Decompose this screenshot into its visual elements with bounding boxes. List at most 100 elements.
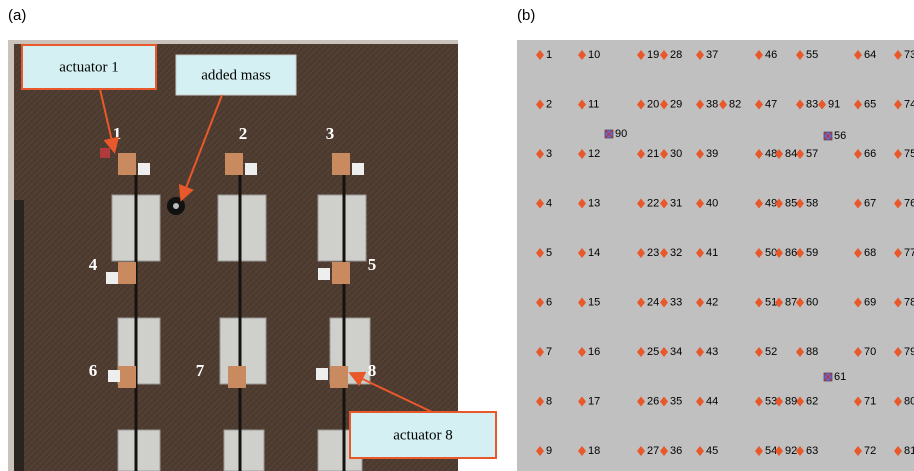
point-label: 61 (834, 371, 846, 383)
point-label: 55 (806, 49, 818, 61)
point-label: 45 (706, 445, 718, 457)
point-label: 70 (864, 346, 876, 358)
point-label: 62 (806, 395, 818, 407)
point-label: 41 (706, 247, 718, 259)
point-label: 33 (670, 296, 682, 308)
point-label: 21 (647, 148, 659, 160)
point-label: 64 (864, 49, 876, 61)
actuator-number: 7 (196, 361, 205, 380)
point-label: 46 (765, 49, 777, 61)
point-label: 85 (785, 197, 797, 209)
callout-text: added mass (201, 67, 271, 83)
point-label: 13 (588, 197, 600, 209)
point-label: 63 (806, 445, 818, 457)
point-label: 39 (706, 148, 718, 160)
point-label: 77 (904, 247, 914, 259)
point-label: 66 (864, 148, 876, 160)
point-label: 59 (806, 247, 818, 259)
point-label: 25 (647, 346, 659, 358)
point-label: 17 (588, 395, 600, 407)
point-label: 29 (670, 98, 682, 110)
point-label: 60 (806, 296, 818, 308)
point-label: 83 (806, 98, 818, 110)
point-label: 9 (546, 445, 552, 457)
point-label: 69 (864, 296, 876, 308)
point-label: 11 (588, 98, 599, 110)
point-label: 4 (546, 197, 552, 209)
point-label: 65 (864, 98, 876, 110)
point-label: 73 (904, 49, 914, 61)
point-label: 37 (706, 49, 718, 61)
actuator-number: 5 (368, 255, 377, 274)
point-label: 19 (647, 49, 659, 61)
point-label: 86 (785, 247, 797, 259)
point-label: 12 (588, 148, 600, 160)
point-label: 6 (546, 296, 552, 308)
point-label: 20 (647, 98, 659, 110)
point-label: 57 (806, 148, 818, 160)
point-label: 34 (670, 346, 682, 358)
point-label: 36 (670, 445, 682, 457)
point-label: 42 (706, 296, 718, 308)
point-label: 35 (670, 395, 682, 407)
point-label: 26 (647, 395, 659, 407)
point-label: 18 (588, 445, 600, 457)
point-label: 71 (864, 395, 876, 407)
point-label: 68 (864, 247, 876, 259)
actuator-number: 3 (326, 124, 335, 143)
point-label: 81 (904, 445, 914, 457)
point-label: 52 (765, 346, 777, 358)
point-label: 32 (670, 247, 682, 259)
point-label: 82 (729, 98, 741, 110)
point-label: 67 (864, 197, 876, 209)
point-label: 84 (785, 148, 797, 160)
point-label: 87 (785, 296, 797, 308)
callout-text: actuator 8 (393, 427, 453, 443)
point-label: 43 (706, 346, 718, 358)
point-label: 23 (647, 247, 659, 259)
point-label: 2 (546, 98, 552, 110)
point-label: 31 (670, 197, 682, 209)
callout-text: actuator 1 (59, 59, 119, 75)
point-label: 24 (647, 296, 659, 308)
point-label: 15 (588, 296, 600, 308)
point-label: 56 (834, 130, 846, 142)
point-label: 44 (706, 395, 718, 407)
panel-label: (a) (8, 7, 26, 24)
point-label: 47 (765, 98, 777, 110)
point-label: 90 (615, 128, 627, 140)
point-label: 75 (904, 148, 914, 160)
point-label: 76 (904, 197, 914, 209)
point-label: 58 (806, 197, 818, 209)
point-label: 30 (670, 148, 682, 160)
point-label: 38 (706, 98, 718, 110)
point-label: 1 (546, 49, 552, 61)
point-label: 72 (864, 445, 876, 457)
point-label: 92 (785, 445, 797, 457)
point-label: 28 (670, 49, 682, 61)
point-label: 74 (904, 98, 914, 110)
point-label: 16 (588, 346, 600, 358)
point-label: 22 (647, 197, 659, 209)
point-label: 89 (785, 395, 797, 407)
panel-label: (b) (517, 7, 535, 24)
point-label: 14 (588, 247, 600, 259)
point-label: 27 (647, 445, 659, 457)
point-label: 80 (904, 395, 914, 407)
photo (8, 40, 458, 471)
point-label: 8 (546, 395, 552, 407)
point-label: 78 (904, 296, 914, 308)
point-label: 5 (546, 247, 552, 259)
actuator-number: 2 (239, 124, 248, 143)
point-label: 91 (828, 98, 840, 110)
actuator-number: 1 (113, 124, 122, 143)
actuator-number: 6 (89, 361, 98, 380)
figure: (a) (b) 12345678 actuator 1 (0, 0, 914, 471)
point-label: 79 (904, 346, 914, 358)
point-label: 40 (706, 197, 718, 209)
actuator-number: 4 (89, 255, 98, 274)
point-label: 7 (546, 346, 552, 358)
point-label: 3 (546, 148, 552, 160)
point-label: 10 (588, 49, 600, 61)
point-label: 88 (806, 346, 818, 358)
